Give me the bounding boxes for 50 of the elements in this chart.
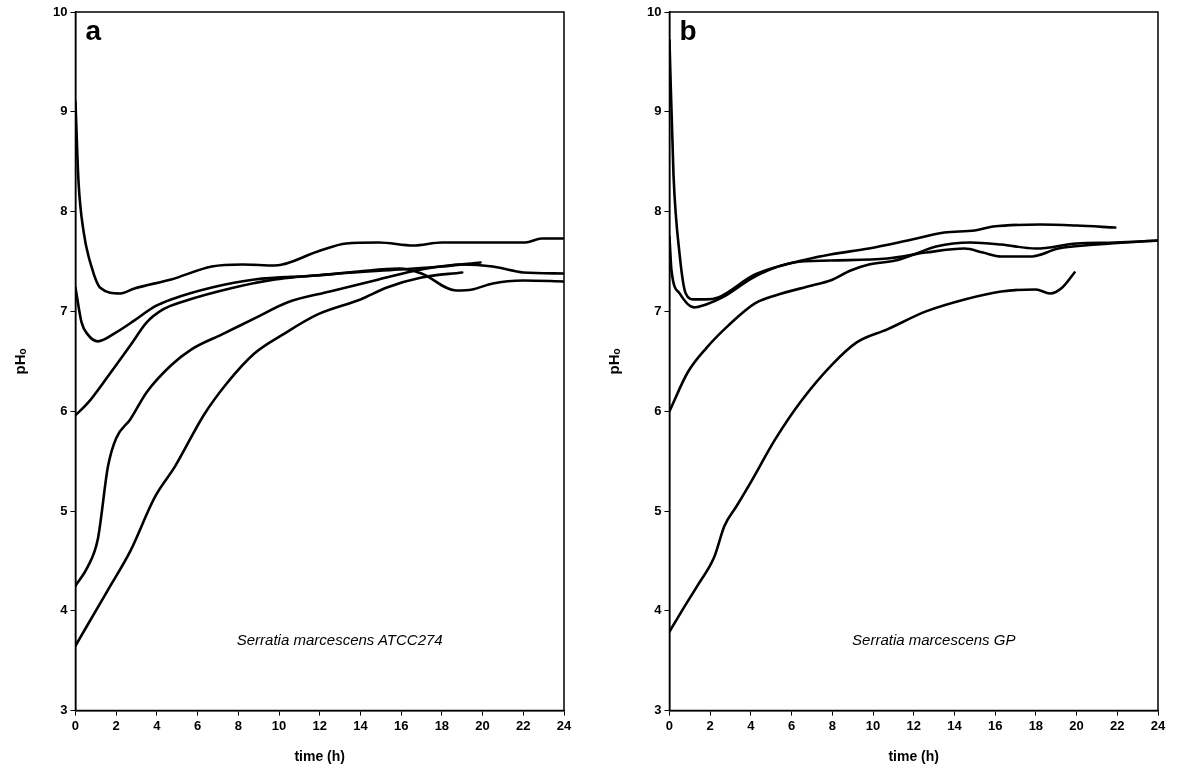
annotation: Serratia marcescens ATCC274 <box>236 630 443 648</box>
x-axis-title: time (h) <box>888 748 940 765</box>
x-tick-label: 4 <box>747 717 756 733</box>
y-tick-label: 5 <box>60 502 68 518</box>
x-tick-label: 18 <box>1028 717 1044 733</box>
x-tick-label: 8 <box>234 717 242 733</box>
y-tick-label: 8 <box>60 203 68 219</box>
x-tick-label: 14 <box>353 717 369 733</box>
x-tick-label: 0 <box>71 717 80 733</box>
y-tick-label: 4 <box>654 602 663 618</box>
x-tick-label: 6 <box>193 717 202 733</box>
x-tick-label: 4 <box>153 717 162 733</box>
x-tick-label: 24 <box>556 717 572 733</box>
annotation: Serratia marcescens GP <box>852 630 1016 648</box>
y-tick-label: 9 <box>654 103 662 119</box>
annotation: a <box>85 14 102 46</box>
y-tick-label: 10 <box>52 3 68 19</box>
x-axis-title: time (h) <box>294 748 346 765</box>
x-tick-label: 22 <box>1110 717 1125 733</box>
y-tick-label: 7 <box>60 302 68 318</box>
x-tick-label: 8 <box>828 717 836 733</box>
y-tick-label: 6 <box>654 402 662 418</box>
y-tick-label: 3 <box>60 702 68 718</box>
y-tick-label: 5 <box>654 502 662 518</box>
x-tick-label: 24 <box>1150 717 1166 733</box>
y-tick-label: 10 <box>646 3 662 19</box>
x-tick-label: 10 <box>865 717 881 733</box>
x-tick-label: 14 <box>947 717 963 733</box>
x-tick-label: 6 <box>787 717 796 733</box>
x-tick-label: 18 <box>434 717 450 733</box>
x-tick-label: 16 <box>393 717 409 733</box>
x-tick-label: 16 <box>987 717 1003 733</box>
x-tick-label: 2 <box>112 717 120 733</box>
x-tick-label: 0 <box>665 717 674 733</box>
x-tick-label: 20 <box>1069 717 1084 733</box>
x-tick-label: 20 <box>475 717 490 733</box>
y-tick-label: 4 <box>60 602 69 618</box>
y-tick-label: 3 <box>654 702 662 718</box>
x-tick-label: 10 <box>271 717 287 733</box>
x-tick-label: 2 <box>706 717 714 733</box>
x-tick-label: 22 <box>516 717 531 733</box>
y-axis-title: pHₒ <box>605 348 623 375</box>
y-axis-title: pHₒ <box>11 348 29 375</box>
y-tick-label: 8 <box>654 203 662 219</box>
x-tick-label: 12 <box>906 717 921 733</box>
annotation: b <box>679 14 697 46</box>
x-tick-label: 12 <box>312 717 327 733</box>
y-tick-label: 6 <box>60 402 68 418</box>
y-tick-label: 9 <box>60 103 68 119</box>
y-tick-label: 7 <box>654 302 662 318</box>
